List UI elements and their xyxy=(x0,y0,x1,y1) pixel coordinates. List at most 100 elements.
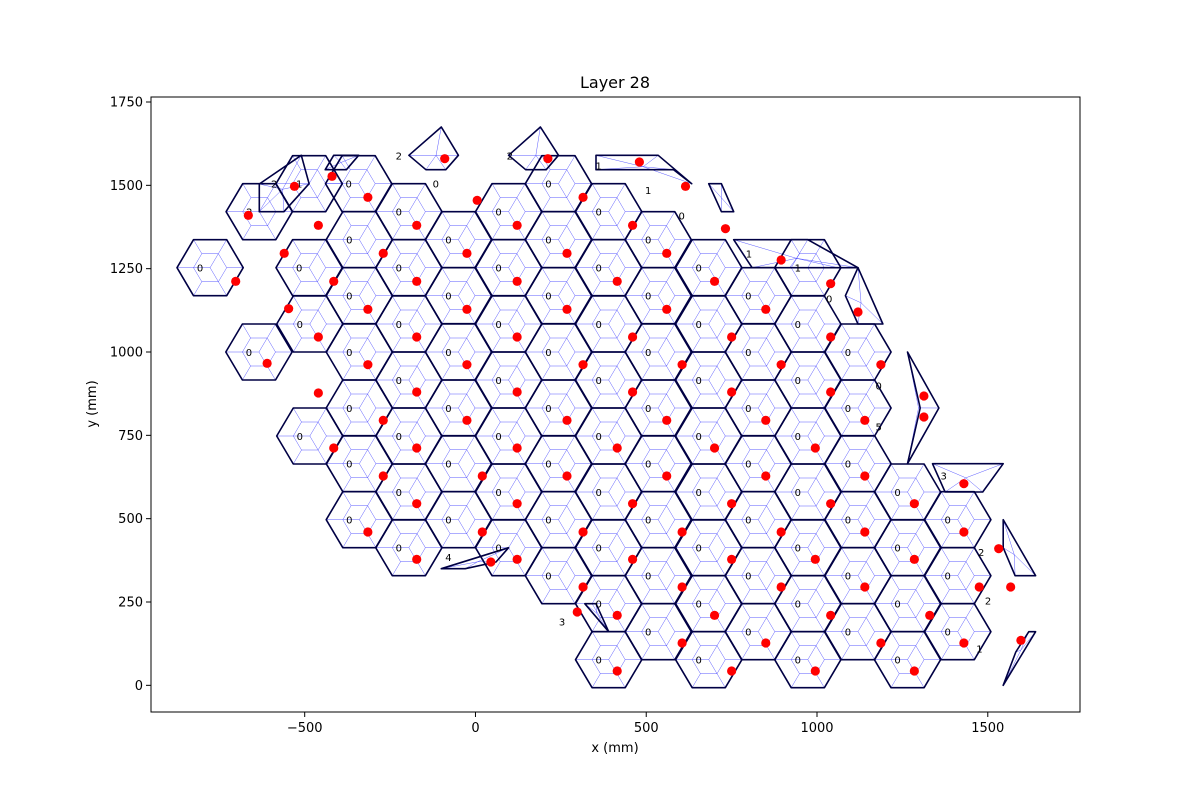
module-cell-spoke xyxy=(392,449,401,465)
data-point xyxy=(709,610,720,620)
module-cell-spoke xyxy=(342,379,352,395)
module-cell-spoke xyxy=(741,421,751,437)
module-cell-spoke xyxy=(758,351,776,381)
cell-label: 0 xyxy=(795,320,801,331)
cell-label: 0 xyxy=(595,264,601,275)
cell-label: 0 xyxy=(297,432,303,443)
data-point xyxy=(860,415,870,425)
module-cell-spoke xyxy=(258,323,276,353)
module-cell-spoke xyxy=(591,631,601,646)
module-cell-spoke xyxy=(292,281,302,296)
module-cell-spoke xyxy=(591,463,601,479)
module-cell-spoke xyxy=(691,393,701,409)
cell-label: 0 xyxy=(696,544,702,555)
module-cell-spoke xyxy=(408,239,426,268)
module-cell-spoke xyxy=(608,183,626,212)
module-cell-spoke xyxy=(491,519,501,534)
x-tick-label: 1000 xyxy=(800,721,833,736)
cell-label: 0 xyxy=(246,348,252,359)
module-cell-spoke xyxy=(791,561,800,576)
module-cell-spoke xyxy=(591,393,601,409)
module-cell-spoke xyxy=(242,183,252,198)
data-point xyxy=(776,582,786,592)
data-point xyxy=(378,248,388,258)
data-point xyxy=(363,527,373,537)
cell-label: 0 xyxy=(696,488,702,499)
module-cell-spoke xyxy=(508,407,526,437)
data-point xyxy=(363,304,373,314)
module-cell-lines xyxy=(541,393,576,423)
cell-label: 0 xyxy=(845,628,851,639)
cell-label: 0 xyxy=(745,460,751,471)
cell-label: 0 xyxy=(894,544,900,555)
module-cell-spoke xyxy=(491,295,501,311)
module-cell-spoke xyxy=(591,673,601,688)
module-cell-spoke xyxy=(608,519,626,548)
module-cell-spoke xyxy=(342,253,352,268)
module-cell-spoke xyxy=(741,309,751,324)
module-cell-spoke xyxy=(741,589,751,604)
cell-label: 0 xyxy=(645,628,651,639)
module-cell-spoke xyxy=(791,449,800,465)
module-cell-spoke xyxy=(657,267,675,296)
edge-cell-line xyxy=(425,155,437,170)
cell-label: 0 xyxy=(745,516,751,527)
cell-label: 2 xyxy=(507,151,513,162)
module-cell-spoke xyxy=(458,267,476,296)
cell-label: 1 xyxy=(296,180,302,191)
cell-label: 0 xyxy=(396,320,402,331)
module-cell-spoke xyxy=(591,351,601,367)
cell-label: 0 xyxy=(696,376,702,387)
cell-label: 0 xyxy=(495,320,501,331)
module-cell-spoke xyxy=(708,379,726,409)
data-point xyxy=(919,391,929,401)
module-cell-spoke xyxy=(541,197,551,212)
y-tick-label: 1750 xyxy=(110,96,143,111)
data-point xyxy=(562,248,572,258)
cell-label: 0 xyxy=(696,600,702,611)
module-cell-spoke xyxy=(458,323,476,353)
module-cell-spoke xyxy=(441,477,451,492)
module-cell-spoke xyxy=(907,603,925,632)
module-cell-spoke xyxy=(641,491,651,506)
module-cell-spoke xyxy=(292,197,302,212)
module-cell-spoke xyxy=(408,183,426,212)
module-cell-spoke xyxy=(940,491,950,506)
cell-label: 0 xyxy=(595,600,601,611)
module-cell-spoke xyxy=(491,239,501,254)
data-point xyxy=(761,415,771,425)
module-cell-spoke xyxy=(309,295,327,325)
module-cell-spoke xyxy=(758,547,776,576)
data-point xyxy=(462,360,472,370)
module-cell-spoke xyxy=(541,435,551,450)
module-cell-spoke xyxy=(441,491,451,506)
data-point xyxy=(612,610,622,620)
module-cell-spoke xyxy=(641,211,651,226)
data-point xyxy=(677,360,687,370)
data-point xyxy=(662,248,672,258)
cell-label: 0 xyxy=(346,348,352,359)
data-point xyxy=(462,248,472,258)
module-cell-spoke xyxy=(791,505,800,521)
module-cell-spoke xyxy=(691,351,701,367)
module-cell-spoke xyxy=(791,351,800,367)
cell-label: 1 xyxy=(976,645,982,656)
cell-label: 0 xyxy=(346,460,352,471)
cell-label: 0 xyxy=(346,292,352,303)
module-cell-spoke xyxy=(491,351,501,367)
edge-module xyxy=(1002,518,1037,577)
module-cell-spoke xyxy=(791,463,800,479)
x-axis-label: x (mm) xyxy=(591,741,638,756)
x-tick-label: 500 xyxy=(634,721,659,736)
cell-label: 0 xyxy=(545,348,551,359)
module-cell-spoke xyxy=(857,351,875,381)
module-cell-spoke xyxy=(342,365,352,381)
data-point xyxy=(810,443,820,453)
module-cell-lines xyxy=(741,393,776,423)
module-cell-lines xyxy=(741,337,776,367)
cell-label: 0 xyxy=(495,432,501,443)
module-cell-spoke xyxy=(708,491,726,521)
edge-cell-line xyxy=(435,126,442,156)
module-cell-spoke xyxy=(541,491,551,506)
